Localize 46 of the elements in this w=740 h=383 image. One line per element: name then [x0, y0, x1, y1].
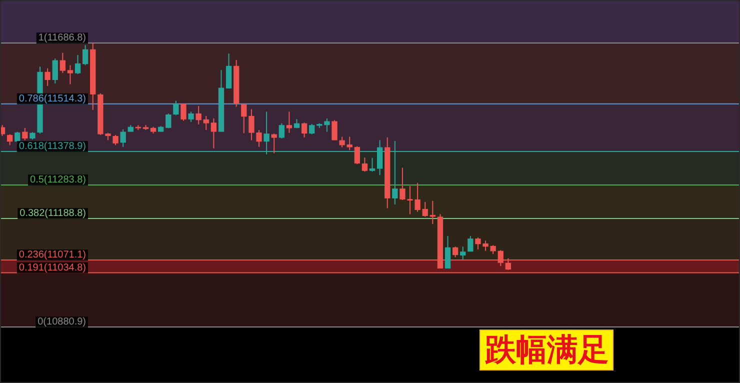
- candlestick: [362, 157, 368, 172]
- ref-line-label: 0.191(11034.8): [18, 262, 86, 274]
- candlestick: [196, 106, 202, 125]
- candlestick: [210, 118, 217, 149]
- ref-line-label: 1(11686.8): [38, 32, 86, 44]
- ref-line-label: 0.786(11514.3): [18, 93, 86, 104]
- candlestick: [188, 111, 194, 122]
- candlestick: [460, 246, 466, 260]
- candlestick: [271, 133, 277, 154]
- candlestick: [301, 122, 308, 138]
- candlestick: [339, 136, 345, 148]
- candlestick: [294, 118, 300, 129]
- candlestick: [346, 136, 352, 151]
- candlestick: [369, 157, 376, 172]
- candlestick: [22, 127, 28, 141]
- candlestick: [180, 103, 186, 122]
- candlestick: [241, 103, 247, 134]
- candlestick: [309, 124, 315, 135]
- candlestick: [74, 54, 81, 74]
- candlestick: [166, 112, 172, 129]
- candlestick: [332, 120, 338, 141]
- ref-line-label: 0.618(11378.9): [18, 141, 86, 152]
- candlestick: [52, 58, 58, 84]
- annotation: 跌幅满足: [484, 332, 609, 368]
- candlestick: [203, 115, 209, 131]
- candlestick: [452, 246, 458, 258]
- candlestick: [82, 44, 88, 66]
- ref-line-label: 0(10880.9): [38, 316, 86, 328]
- candlestick: [6, 134, 13, 146]
- ref-line-label: 0.236(11071.1): [18, 249, 86, 260]
- candlestick: [286, 111, 292, 134]
- candlestick: [354, 146, 360, 165]
- candlestick: [173, 100, 179, 116]
- candlestick: [112, 134, 118, 146]
- candlestick: [278, 122, 284, 139]
- ref-line-label: 0.5(11283.8): [30, 174, 86, 186]
- candlestick: [44, 68, 50, 86]
- candlestick: [226, 53, 232, 89]
- candlestick: [468, 236, 474, 252]
- candlestick: [324, 118, 330, 132]
- candlestick: [60, 52, 66, 74]
- candlestick: [422, 201, 428, 218]
- candlestick: [444, 236, 451, 269]
- candlestick: [67, 64, 74, 85]
- ref-line-label: 0.382(11188.8): [20, 208, 86, 220]
- candlestick: [120, 128, 126, 148]
